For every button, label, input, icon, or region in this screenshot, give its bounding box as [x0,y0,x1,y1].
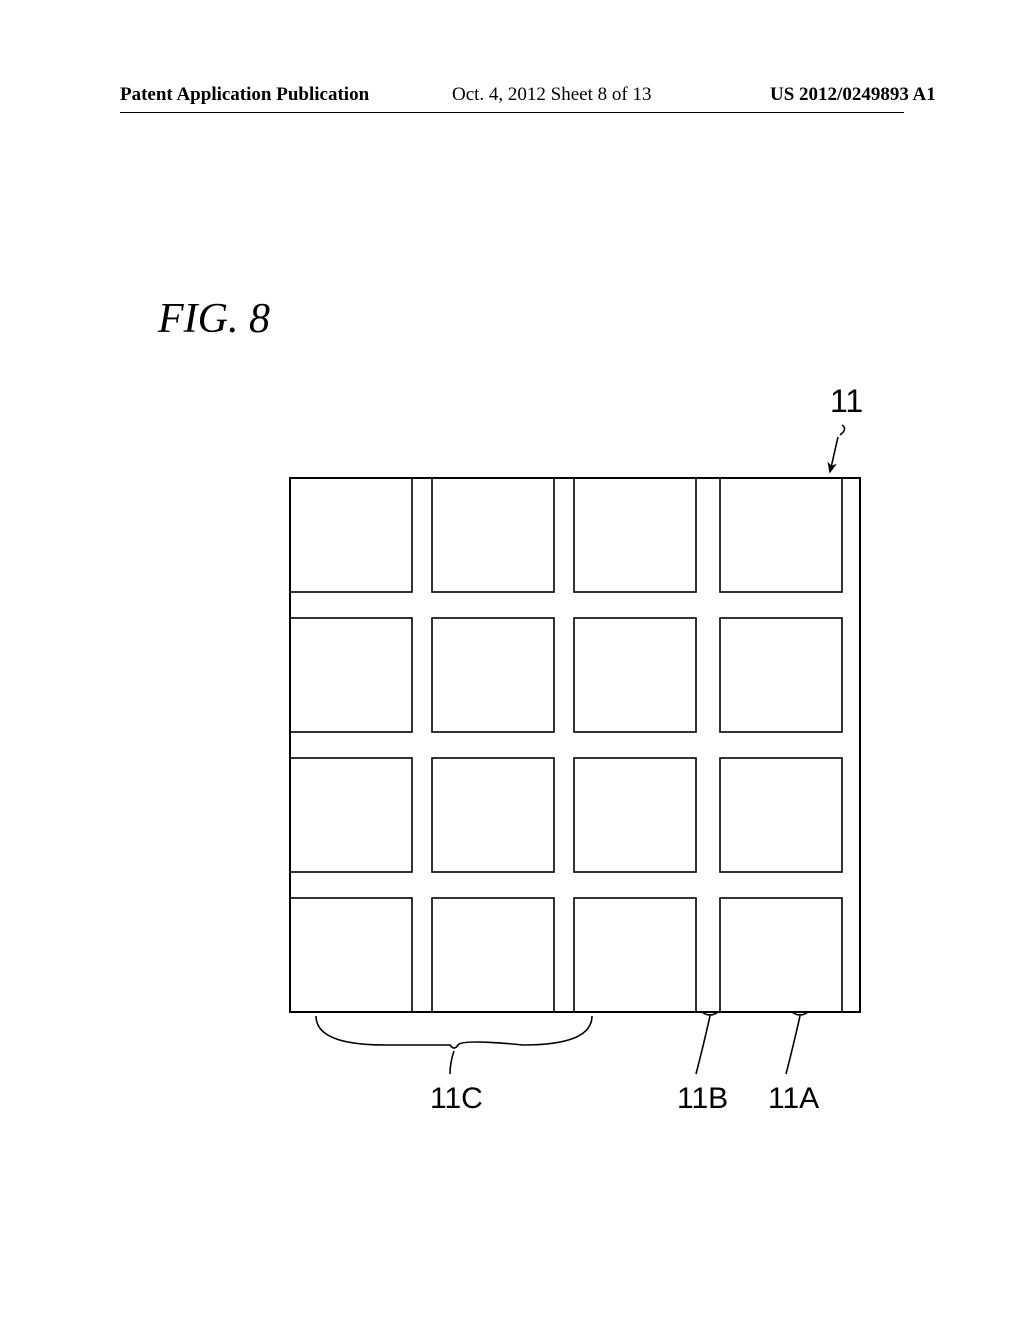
figure-diagram: 11 11C 11B 11A [120,380,920,1140]
leader-line [696,1016,710,1074]
label-11C: 11C [430,1082,483,1115]
grid-outer [290,478,860,1012]
label-11: 11 [830,383,863,419]
leader-11C [450,1051,454,1074]
label-11B: 11B [677,1082,728,1115]
label-11A: 11A [768,1082,819,1115]
header-left: Patent Application Publication [120,84,369,106]
leader-line [786,1016,800,1074]
header-rule [120,112,904,113]
arrow-11 [830,437,838,472]
header-middle: Oct. 4, 2012 Sheet 8 of 13 [452,84,651,106]
figure-title: FIG. 8 [158,295,270,343]
hook-11 [840,425,845,435]
header-right: US 2012/0249893 A1 [770,84,936,106]
page: Patent Application Publication Oct. 4, 2… [0,0,1024,1320]
brace-11C [316,1016,592,1048]
